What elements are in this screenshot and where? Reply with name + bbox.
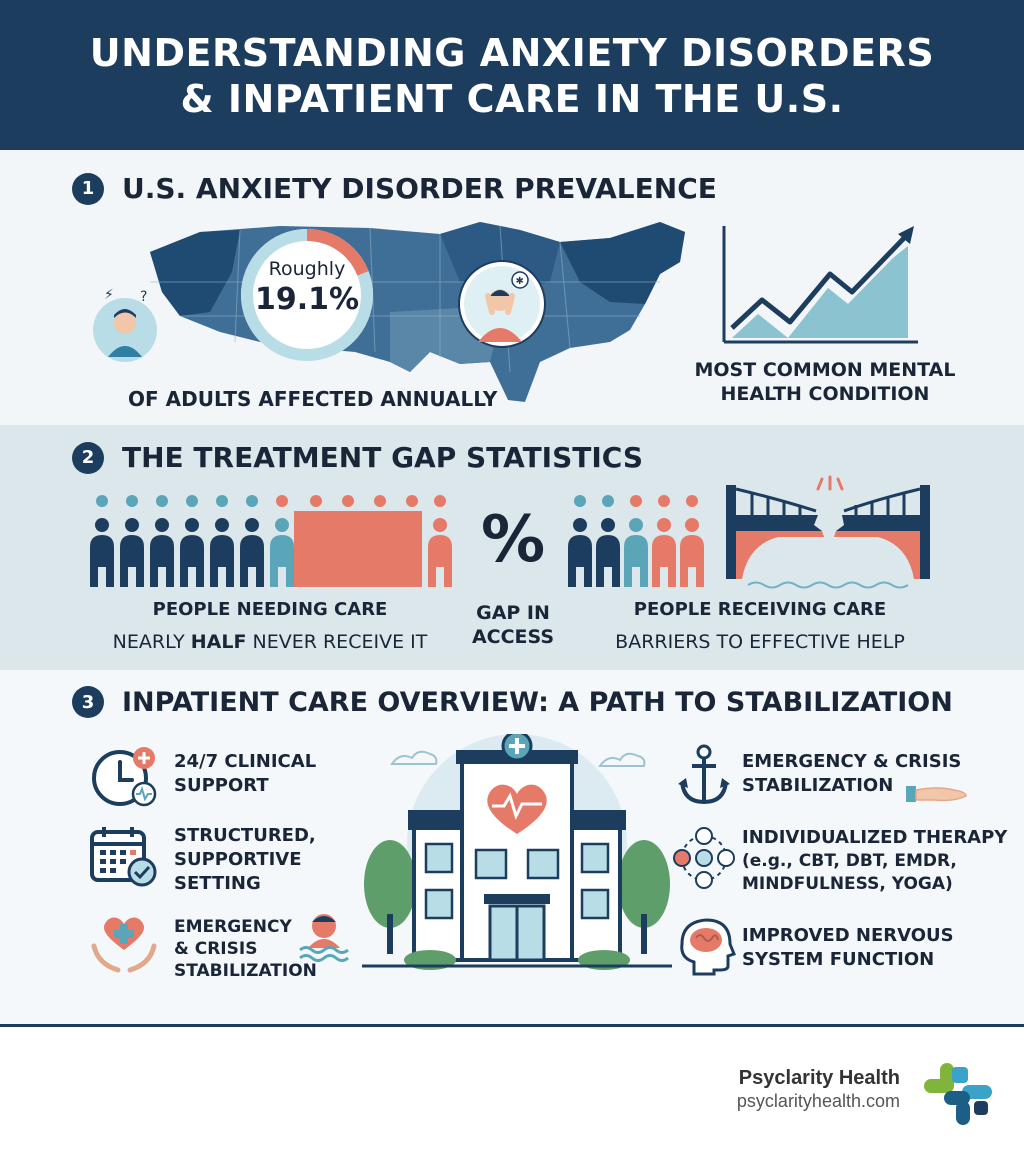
percent-icon: % — [480, 503, 546, 577]
left-item-1-label: 24/7 CLINICAL SUPPORT — [174, 751, 317, 796]
us-map-icon — [150, 222, 685, 402]
gap-label: GAP IN ACCESS — [471, 602, 555, 648]
needing-care-sub-bold: HALF — [190, 631, 247, 653]
clock-icon — [92, 747, 157, 807]
prevalence-ring — [241, 229, 373, 361]
anchor-icon — [678, 744, 730, 805]
broken-bridge-icon — [726, 475, 930, 589]
ring-prefix: Roughly — [268, 258, 346, 280]
section-2-heading: 2 THE TREATMENT GAP STATISTICS — [72, 441, 643, 474]
brand-url[interactable]: psyclarityhealth.com — [736, 1091, 900, 1111]
needing-care-sub-post: NEVER RECEIVE IT — [246, 631, 428, 653]
section-inpatient-care: 3 INPATIENT CARE OVERVIEW: A PATH TO STA… — [0, 670, 1024, 1025]
section-1-number: 1 — [72, 172, 104, 205]
prevalence-caption: OF ADULTS AFFECTED ANNUALLY — [128, 387, 498, 411]
svg-text:⚡: ⚡ — [104, 287, 114, 303]
right-item-3-label: IMPROVED NERVOUS SYSTEM FUNCTION — [742, 925, 954, 970]
page-title: UNDERSTANDING ANXIETY DISORDERS & INPATIE… — [89, 31, 935, 121]
page-header: UNDERSTANDING ANXIETY DISORDERS & INPATIE… — [0, 0, 1024, 150]
right-item-2-detail: (e.g., CBT, DBT, EMDR, MINDFULNESS, YOGA… — [742, 851, 957, 894]
therapy-cycle-icon — [673, 827, 735, 889]
svg-text:✱: ✱ — [516, 276, 524, 287]
hospital-icon — [362, 734, 672, 970]
brain-icon — [680, 918, 736, 976]
right-item-1-label: EMERGENCY & CRISIS STABILIZATION — [742, 751, 962, 796]
trend-caption: MOST COMMON MENTAL HEALTH CONDITION — [694, 359, 956, 405]
psyclarity-logo-icon — [924, 1063, 992, 1125]
section-3-title: INPATIENT CARE OVERVIEW: A PATH TO STABI… — [122, 686, 953, 718]
section-3-number: 3 — [72, 686, 104, 718]
section-treatment-gap: 2 THE TREATMENT GAP STATISTICS PEOPLE NE… — [0, 425, 1024, 670]
people-needing-care-icon — [90, 495, 452, 587]
needing-care-sub-pre: NEARLY — [112, 631, 191, 653]
brand-name: Psyclarity Health — [738, 1067, 900, 1089]
section-1-heading: 1 U.S. ANXIETY DISORDER PREVALENCE — [72, 172, 717, 205]
footer-divider — [0, 1024, 1024, 1027]
receiving-care-sub: BARRIERS TO EFFECTIVE HELP — [615, 631, 905, 653]
people-receiving-care-icon — [568, 495, 704, 587]
ring-value: 19.1% — [254, 282, 360, 317]
section-prevalence: 1 U.S. ANXIETY DISORDER PREVALENCE Rough… — [0, 150, 1024, 425]
needing-care-sub: NEARLY HALF NEVER RECEIVE IT — [70, 631, 470, 653]
needing-care-label: PEOPLE NEEDING CARE — [152, 599, 388, 620]
section-2-number: 2 — [72, 441, 104, 474]
distressed-person-icon: ✱ — [458, 260, 546, 348]
left-item-3-label: EMERGENCY & CRISIS STABILIZATION — [174, 917, 317, 981]
rising-trend-icon — [722, 226, 918, 344]
section-3-heading: 3 INPATIENT CARE OVERVIEW: A PATH TO STA… — [72, 686, 953, 718]
footer: Psyclarity Health psyclarityhealth.com — [0, 1027, 1024, 1154]
section-1-title: U.S. ANXIETY DISORDER PREVALENCE — [122, 172, 717, 205]
person-in-water-icon — [299, 914, 349, 962]
worried-person-icon: ⚡ ? — [93, 287, 157, 362]
section-2-title: THE TREATMENT GAP STATISTICS — [122, 441, 644, 474]
calendar-icon — [90, 827, 157, 887]
receiving-care-label: PEOPLE RECEIVING CARE — [633, 599, 887, 620]
svg-text:?: ? — [140, 289, 147, 305]
heart-hands-icon — [91, 917, 157, 973]
left-item-2-label: STRUCTURED, SUPPORTIVE SETTING — [174, 825, 316, 894]
right-item-2-label: INDIVIDUALIZED THERAPY — [742, 827, 1008, 848]
helping-hand-icon — [906, 786, 967, 802]
